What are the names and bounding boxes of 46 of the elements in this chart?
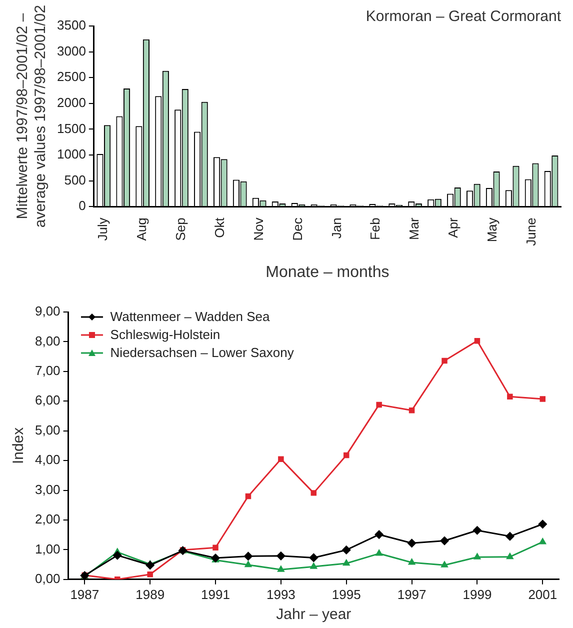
y-tick-label: 2000 (57, 94, 86, 110)
x-tick-label: Okt (212, 217, 227, 238)
y-tick-label: 5,00 (34, 422, 60, 438)
y-tick-label: 500 (64, 172, 86, 188)
y-tick-label: 1000 (57, 146, 86, 162)
x-tick-label: 2001 (528, 586, 558, 602)
y-tick-label: 8,00 (34, 333, 60, 348)
x-tick-label: 1991 (201, 586, 230, 602)
x-tick-label: 1987 (70, 586, 100, 602)
x-tick-label: Feb (368, 218, 383, 240)
y-axis-title: Mittelwerte 1997/98–2001/02 – average values 1997/98–2001/02 (14, 4, 50, 228)
x-tick-label: Nov (250, 217, 266, 241)
x-tick-label: 1993 (266, 586, 296, 602)
x-tick-label: Jan (328, 218, 344, 239)
y-tick-label: 0,00 (34, 570, 60, 586)
x-tick-label: 1997 (397, 586, 426, 602)
y-tick-label: 1500 (57, 120, 86, 136)
legend-label: Niedersachsen – Lower Saxony (110, 344, 294, 362)
y-tick-label: 2,00 (34, 512, 60, 527)
chart-title: Kormoran – Great Cormorant (366, 8, 562, 26)
y-tick-label: 1,00 (34, 541, 60, 556)
x-tick-label: 1989 (136, 586, 165, 602)
x-tick-label: Sep (173, 218, 188, 241)
x-tick-label: 1995 (332, 586, 361, 602)
legend-label: Schleswig-Holstein (110, 326, 220, 344)
x-axis-title: Jahr – year (276, 606, 352, 624)
x-tick-label: June (523, 218, 538, 246)
x-tick-label: Apr (446, 216, 461, 238)
y-axis-title: Index (10, 426, 28, 464)
y-tick-label: 7,00 (34, 363, 60, 378)
y-tick-label: 3000 (57, 43, 86, 58)
y-tick-label: 4,00 (34, 452, 60, 468)
x-tick-label: Dec (290, 217, 305, 241)
x-tick-label: 1999 (462, 586, 492, 602)
y-tick-label: 9,00 (34, 304, 60, 319)
y-tick-label: 2500 (57, 69, 86, 84)
y-tick-label: 6,00 (34, 392, 60, 408)
x-tick-label: July (95, 217, 110, 241)
x-tick-label: Mar (406, 216, 422, 240)
x-tick-label: Aug (134, 218, 150, 241)
y-tick-label: 3500 (57, 18, 86, 33)
x-tick-label: May (484, 217, 500, 242)
y-tick-label: 3,00 (34, 482, 60, 497)
y-tick-label: 0 (78, 198, 86, 214)
legend-label: Wattenmeer – Wadden Sea (110, 308, 270, 326)
x-axis-title: Monate – months (266, 264, 390, 281)
